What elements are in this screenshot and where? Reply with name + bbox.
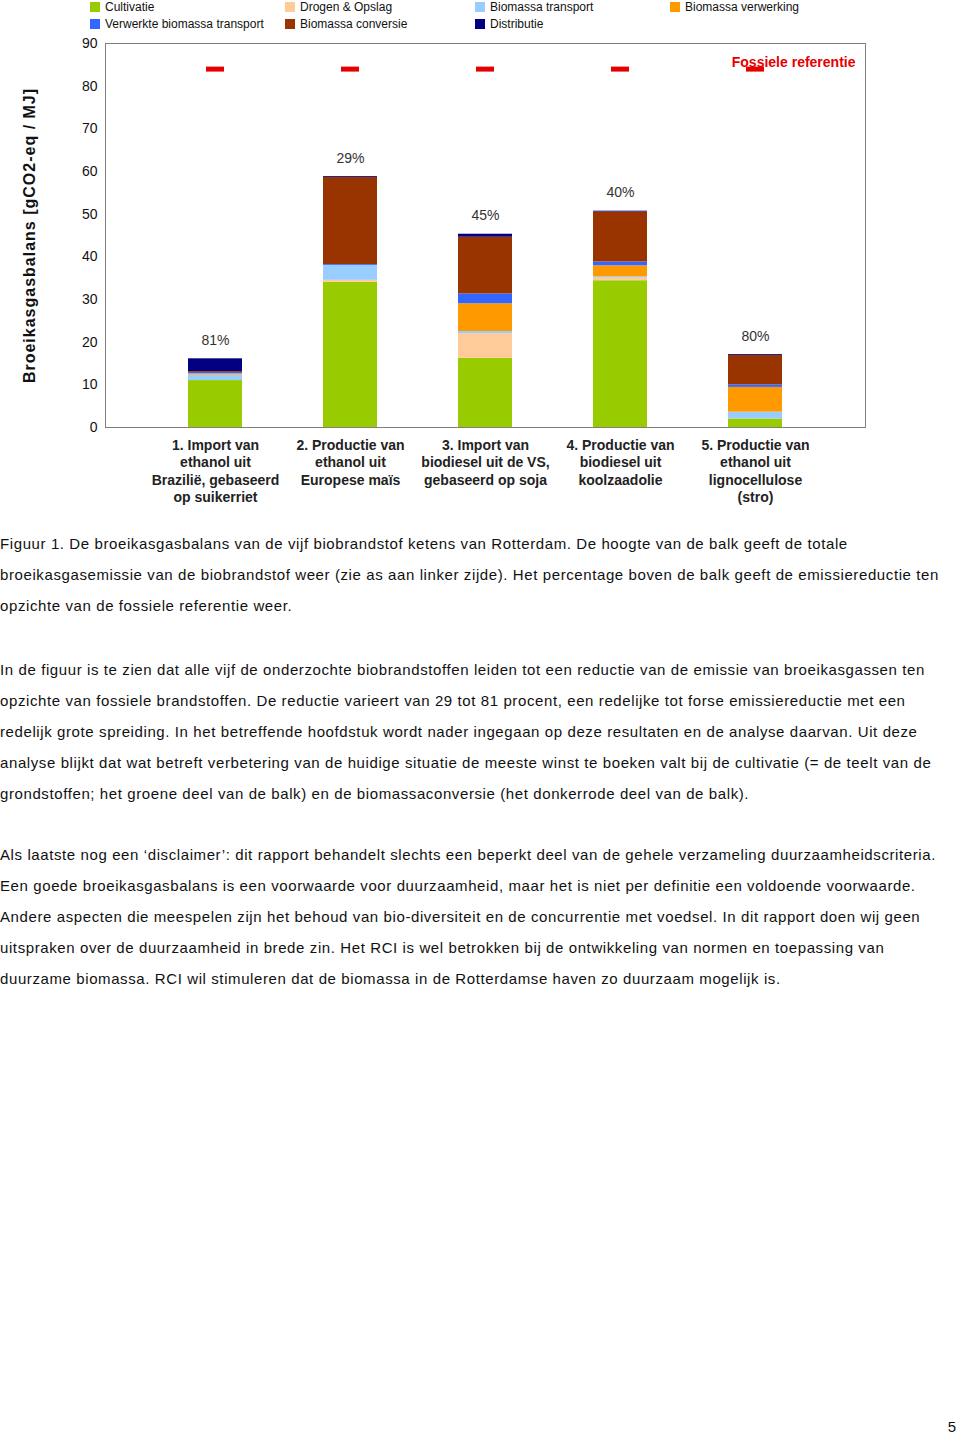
html-text:Cultivatie: Cultivatie	[105, 0, 155, 14]
html-text:Als laatste nog een ‘disclaime: Als laatste nog een ‘disclaimer’: dit ra…	[0, 846, 936, 987]
svg-text:10: 10	[82, 376, 98, 392]
svg-text:20: 20	[82, 334, 98, 350]
html-text:Drogen & Opslag: Drogen & Opslag	[300, 0, 393, 14]
svg-text:70: 70	[82, 120, 98, 136]
svg-text:29%: 29%	[336, 150, 364, 166]
svg-text:3. Import vanbiodiesel uit de: 3. Import vanbiodiesel uit de VS,gebasee…	[421, 437, 549, 488]
html-text:Biomassa verwerking: Biomassa verwerking	[685, 0, 799, 14]
svg-text:0: 0	[90, 419, 98, 435]
svg-text:80%: 80%	[741, 328, 769, 344]
svg-text:30: 30	[82, 291, 98, 307]
svg-text:80: 80	[82, 78, 98, 94]
svg-text:5. Productie vanethanol uitlig: 5. Productie vanethanol uitlignocellulos…	[701, 437, 809, 506]
html-text:Figuur 1. De broeikasgasbalans: Figuur 1. De broeikasgasbalans van de vi…	[0, 535, 939, 614]
svg-text:90: 90	[82, 35, 98, 51]
html-text:Biomassa conversie: Biomassa conversie	[300, 17, 408, 31]
svg-text:60: 60	[82, 163, 98, 179]
svg-text:4. Productie vanbiodiesel uitk: 4. Productie vanbiodiesel uitkoolzaadoli…	[566, 437, 674, 488]
html-text:Distributie: Distributie	[490, 17, 544, 31]
html-text:Biomassa transport: Biomassa transport	[490, 0, 594, 14]
html-text:Verwerkte biomassa transport: Verwerkte biomassa transport	[105, 17, 264, 31]
svg-text:40: 40	[82, 248, 98, 264]
svg-text:45%: 45%	[471, 207, 499, 223]
svg-text:40%: 40%	[606, 184, 634, 200]
svg-text:2. Productie vanethanol uitEur: 2. Productie vanethanol uitEuropese maïs	[296, 437, 404, 488]
svg-text:Broeikasgasbalans [gCO2-eq / M: Broeikasgasbalans [gCO2-eq / MJ]	[21, 88, 38, 383]
svg-text:50: 50	[82, 206, 98, 222]
svg-text:1. Import vanethanol uitBrazil: 1. Import vanethanol uitBrazilië, gebase…	[152, 437, 280, 506]
svg-text:Fossiele referentie: Fossiele referentie	[732, 54, 856, 70]
html-text:In de figuur is te zien dat al: In de figuur is te zien dat alle vijf de…	[0, 661, 932, 802]
html-text:5: 5	[947, 1418, 956, 1435]
svg-text:81%: 81%	[201, 332, 229, 348]
